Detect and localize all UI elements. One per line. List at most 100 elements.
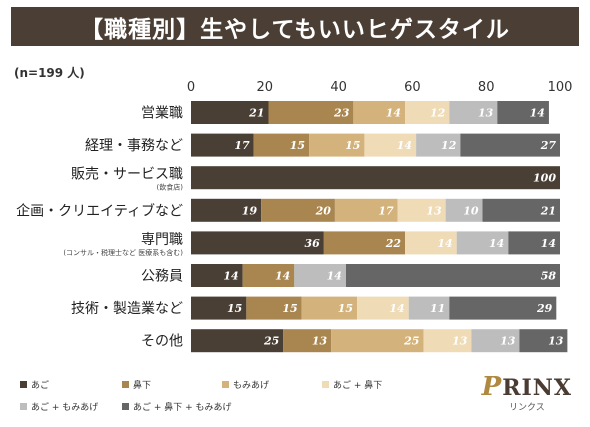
bar-value-label: 15: [338, 302, 353, 315]
bar-segment: [460, 133, 560, 157]
bar-segment: [519, 329, 568, 353]
legend-swatch: [222, 381, 229, 388]
bar-value-label: 15: [345, 139, 360, 152]
bar-value-label: 13: [478, 107, 494, 120]
bar-value-label: 15: [227, 302, 242, 315]
bar-segment: [191, 296, 247, 320]
bar-value-label: 17: [234, 139, 250, 152]
bar-value-label: 27: [540, 139, 557, 152]
bar-segment: [334, 198, 398, 222]
bar-value-label: 13: [452, 335, 468, 348]
legend-swatch: [322, 381, 329, 388]
bar-segment: [191, 264, 243, 287]
bar-value-label: 58: [541, 270, 557, 283]
bar-segment: [331, 329, 424, 353]
legend-swatch: [20, 403, 27, 410]
legend-label: あご + 鼻下 + もみあげ: [133, 401, 232, 413]
bar-value-label: 14: [530, 107, 545, 120]
bar-segment: [471, 329, 520, 353]
bar-segment: [294, 264, 346, 287]
sample-size-label: (n=199 人): [14, 66, 85, 80]
bar-value-label: 14: [223, 270, 238, 283]
bar-segment: [191, 231, 324, 255]
bar-value-label: 22: [385, 237, 402, 250]
bar-segment: [323, 231, 406, 255]
bar-segment: [242, 264, 295, 287]
legend-label: もみあげ: [233, 380, 269, 391]
bar-value-label: 10: [463, 204, 479, 217]
bar-segment: [405, 101, 450, 124]
bar-value-label: 21: [248, 107, 264, 120]
category-label: 経理・事務など: [85, 138, 183, 154]
bar-value-label: 15: [282, 302, 297, 315]
bar-segment: [191, 329, 284, 353]
bar-value-label: 14: [389, 302, 404, 315]
category-label: 専門職: [141, 232, 183, 248]
bar-value-label: 36: [305, 237, 321, 250]
brand-name: RINX: [502, 375, 572, 401]
bar-value-label: 14: [541, 237, 556, 250]
bar-value-label: 11: [430, 302, 445, 315]
bar-segment: [353, 101, 406, 124]
bar-segment: [301, 296, 358, 320]
bar-segment: [261, 198, 335, 222]
bar-value-label: 25: [263, 335, 279, 348]
bar-segment: [508, 231, 560, 255]
bar-segment: [191, 198, 262, 222]
bar-value-label: 13: [426, 204, 442, 217]
bar-value-label: 19: [242, 204, 258, 217]
bar-value-label: 14: [397, 139, 412, 152]
bar-segment: [456, 231, 509, 255]
bar-segment: [309, 133, 365, 157]
bar-value-label: 17: [378, 204, 394, 217]
bar-value-label: 12: [430, 107, 446, 120]
legend-swatch: [20, 381, 27, 388]
bar-value-label: 14: [386, 107, 401, 120]
category-label: 公務員: [141, 269, 183, 285]
bar-segment: [482, 198, 560, 222]
chart-title: 【職種別】生やしてもいいヒゲスタイル: [11, 7, 579, 46]
brand-subtitle: リンクス: [508, 403, 545, 413]
bar-segment: [191, 166, 560, 190]
bar-value-label: 14: [489, 237, 504, 250]
bar-segment: [345, 264, 560, 287]
bar-segment: [364, 133, 417, 157]
bar-segment: [253, 133, 310, 157]
legend-label: あご + 鼻下: [333, 379, 382, 391]
category-label: 営業職: [141, 106, 183, 122]
bar-segment: [397, 198, 446, 222]
bar-value-label: 12: [441, 139, 457, 152]
bar-segment: [283, 329, 332, 353]
bar-segment: [191, 133, 254, 157]
bar-value-label: 14: [437, 237, 452, 250]
category-label: その他: [141, 334, 183, 350]
legend-swatch: [122, 403, 129, 410]
x-tick-label: 20: [257, 80, 274, 95]
bar-value-label: 23: [333, 107, 350, 120]
legend-label: あご + もみあげ: [31, 401, 98, 413]
bar-value-label: 13: [312, 335, 328, 348]
category-sublabel: (コンサル・税理士など 医療系も含む): [63, 248, 183, 257]
brand-logo: PRINX リンクス: [481, 372, 572, 413]
x-tick-label: 100: [548, 80, 573, 95]
legend-swatch: [122, 381, 129, 388]
bar-value-label: 29: [536, 302, 553, 315]
x-tick-label: 40: [330, 80, 347, 95]
bar-value-label: 14: [327, 270, 342, 283]
x-tick-label: 0: [187, 80, 195, 95]
legend-label: あご: [31, 379, 49, 391]
bar-segment: [449, 296, 557, 320]
bar-segment: [268, 101, 354, 124]
bar-segment: [357, 296, 409, 320]
bar-value-label: 14: [275, 270, 290, 283]
category-label: 技術・製造業など: [71, 301, 183, 317]
bar-segment: [445, 198, 483, 222]
bar-segment: [191, 101, 269, 124]
bar-value-label: 15: [290, 139, 305, 152]
x-tick-label: 60: [404, 80, 421, 95]
bar-segment: [405, 231, 457, 255]
bar-value-label: 21: [540, 204, 556, 217]
bar-segment: [246, 296, 302, 320]
bar-value-label: 100: [533, 172, 556, 185]
